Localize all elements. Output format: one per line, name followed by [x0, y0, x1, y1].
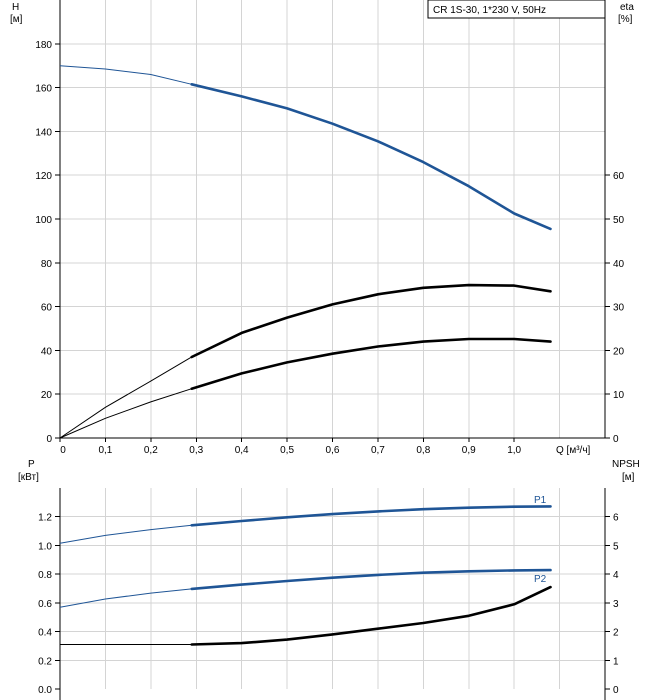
y-tick-label: 0.2 [38, 656, 52, 667]
x-tick-label: 0,4 [235, 445, 249, 456]
y-tick-label: 140 [35, 127, 52, 138]
y2-tick-label: 4 [613, 570, 619, 581]
y2-tick-label: 30 [613, 303, 625, 314]
series-1-curve-duty [190, 283, 552, 359]
y2-tick-label: 3 [613, 599, 619, 610]
head-efficiency-panel: 0 20 40 60 80 100 120 140 160 180 0 10 20 30 40 50 60 0 0,… [10, 0, 634, 456]
p1-curve-duty [190, 505, 552, 527]
y2-tick-label: 5 [613, 541, 619, 552]
y2-tick-label: 50 [613, 215, 625, 226]
x-tick-label: 0,2 [144, 445, 158, 456]
y-tick-label: 1.0 [38, 541, 52, 552]
y-tick-label: 80 [41, 259, 53, 270]
y2-tick-label: 10 [613, 390, 625, 401]
p2-curve-thin [59, 569, 551, 608]
x-tick-label: 0 [60, 445, 66, 456]
head-axis-title: H [12, 2, 19, 13]
eta-axis-unit: [%] [618, 14, 633, 25]
y-tick-label: 60 [41, 303, 53, 314]
npsh-axis-unit: [м] [622, 472, 635, 483]
y2-tick-label: 60 [613, 171, 625, 182]
top-gridlines [60, 0, 605, 438]
top-curves [59, 65, 552, 439]
y-tick-label: 180 [35, 40, 52, 51]
series-1-curve-thin [59, 284, 551, 439]
y-tick-label: 0.0 [38, 685, 52, 696]
y-tick-label: 0.4 [38, 628, 52, 639]
npsh-axis-title: NPSH [612, 459, 640, 470]
legend-box [427, 0, 606, 19]
x-tick-label: 0,5 [280, 445, 294, 456]
x-tick-label: 0,3 [189, 445, 203, 456]
x-tick-label: 0,6 [326, 445, 340, 456]
h-curve-thin [59, 65, 551, 230]
power-axis-title: P [28, 459, 35, 470]
series-2-curve-duty [190, 337, 552, 390]
y-tick-label: 0.8 [38, 570, 52, 581]
series-2-curve-duty [190, 585, 552, 646]
power-axis-unit: [кВт] [18, 472, 39, 483]
y2-tick-label: 1 [613, 656, 619, 667]
y-tick-label: 1.2 [38, 513, 52, 524]
top-tick-labels: 0 20 40 60 80 100 120 140 160 180 0 10 20 30 40 50 60 0 0,… [35, 40, 624, 456]
series-2-curve-thin [59, 338, 551, 439]
p1-label: P1 [534, 495, 547, 506]
p2-label: P2 [534, 574, 547, 585]
y2-tick-label: 2 [613, 628, 619, 639]
x-tick-label: 0,8 [416, 445, 430, 456]
y2-tick-label: 0 [613, 434, 619, 445]
x-tick-label: 0,1 [98, 445, 112, 456]
y-tick-label: 0.6 [38, 599, 52, 610]
x-tick-label: 1,0 [507, 445, 521, 456]
p1-curve-thin [59, 505, 551, 544]
head-axis-unit: [м] [10, 14, 23, 25]
legend-text: CR 1S-30, 1*230 V, 50Hz [433, 5, 546, 16]
bottom-gridlines [60, 488, 605, 689]
p2-curve-duty [190, 568, 552, 591]
y2-tick-label: 6 [613, 513, 619, 524]
bottom-curves [59, 505, 552, 646]
y2-tick-label: 0 [613, 685, 619, 696]
y-tick-label: 0 [46, 434, 52, 445]
h-curve-duty [190, 83, 552, 231]
power-npsh-panel: 0.0 0.2 0.4 0.6 0.8 1.0 1.2 0 1 2 3 4 5 6 P [кВт] NPS… [18, 459, 640, 700]
y-tick-label: 40 [41, 346, 53, 357]
bottom-tick-labels: 0.0 0.2 0.4 0.6 0.8 1.0 1.2 0 1 2 3 4 5 6 [38, 513, 619, 696]
eta-axis-title: eta [620, 2, 634, 13]
y-tick-label: 100 [35, 215, 52, 226]
y-tick-label: 20 [41, 390, 53, 401]
y-tick-label: 120 [35, 171, 52, 182]
x-tick-label: 0,7 [371, 445, 385, 456]
y2-tick-label: 20 [613, 346, 625, 357]
flow-axis-title: Q [м³/ч] [556, 445, 591, 456]
x-tick-label: 0,9 [462, 445, 476, 456]
y2-tick-label: 40 [613, 259, 625, 270]
y-tick-label: 160 [35, 84, 52, 95]
